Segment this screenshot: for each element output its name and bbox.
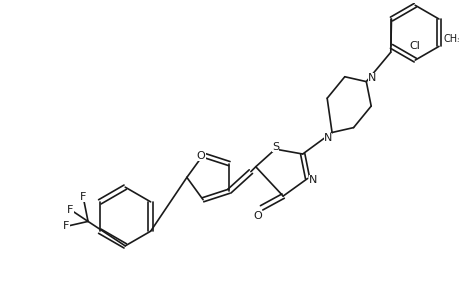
Text: O: O <box>253 211 262 221</box>
Text: F: F <box>80 192 86 202</box>
Text: O: O <box>196 151 205 161</box>
Text: F: F <box>63 221 70 231</box>
Text: N: N <box>308 176 317 185</box>
Text: N: N <box>367 73 375 83</box>
Text: F: F <box>67 205 73 215</box>
Text: S: S <box>271 142 278 152</box>
Text: CH₃: CH₃ <box>442 34 459 44</box>
Text: N: N <box>323 134 331 143</box>
Text: Cl: Cl <box>409 41 420 51</box>
